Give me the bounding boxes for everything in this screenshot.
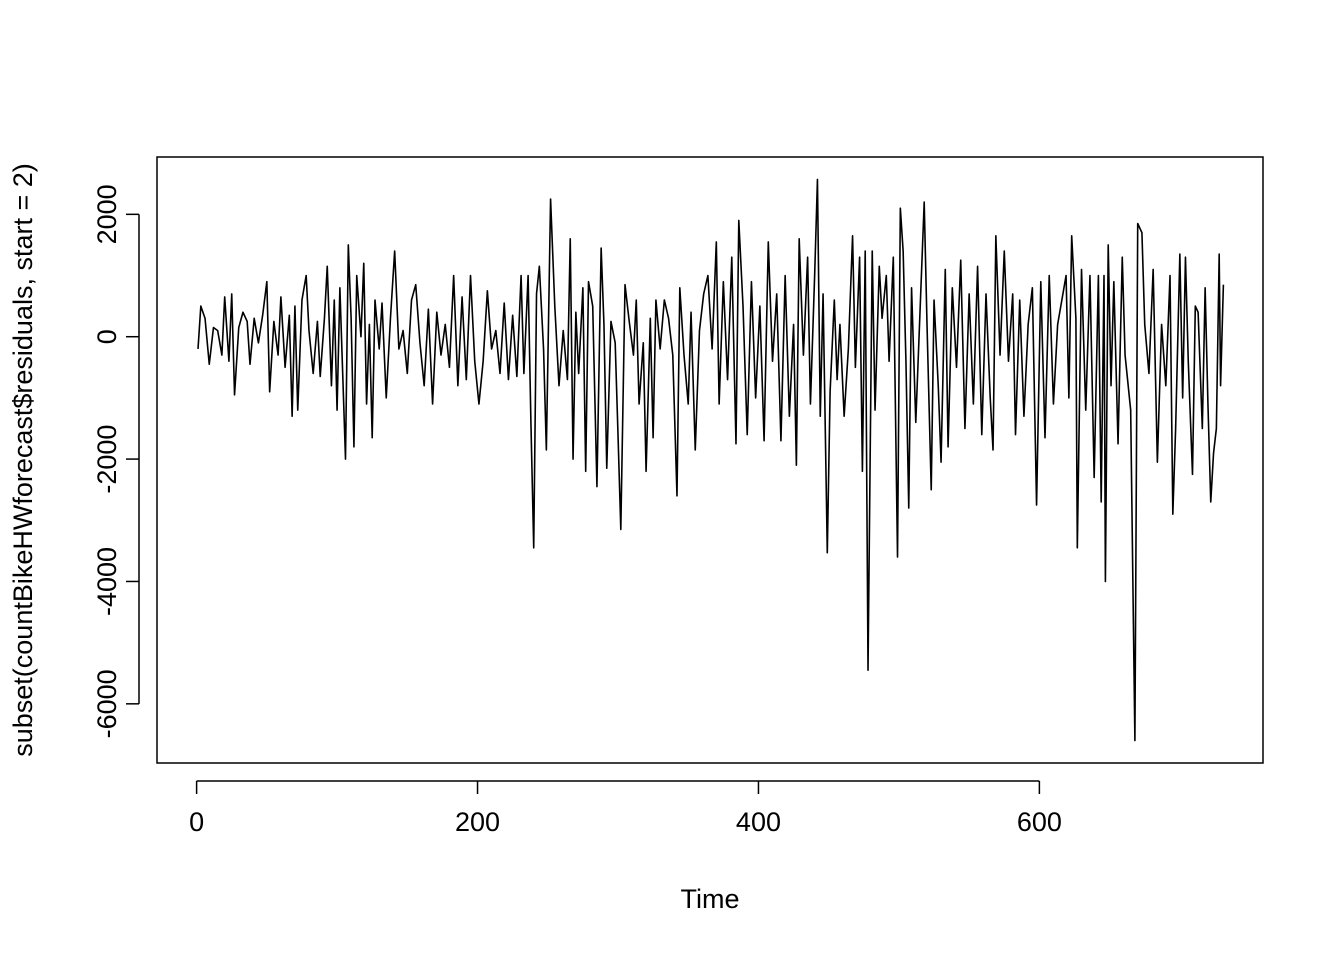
y-tick-label: -2000	[92, 425, 122, 494]
x-tick-label: 0	[189, 807, 204, 837]
plot-box	[156, 156, 1264, 764]
y-tick-label: -6000	[92, 669, 122, 738]
x-tick-label: 200	[455, 807, 500, 837]
series-line	[197, 178, 1225, 742]
y-tick-label: 2000	[92, 184, 122, 244]
y-tick-label: -4000	[92, 547, 122, 616]
y-axis-label: subset(countBikeHWforecast$residuals, st…	[8, 163, 38, 757]
x-tick-label: 600	[1017, 807, 1062, 837]
x-tick-label: 400	[736, 807, 781, 837]
y-tick-label: 0	[92, 329, 122, 344]
x-axis-label: Time	[681, 884, 740, 914]
